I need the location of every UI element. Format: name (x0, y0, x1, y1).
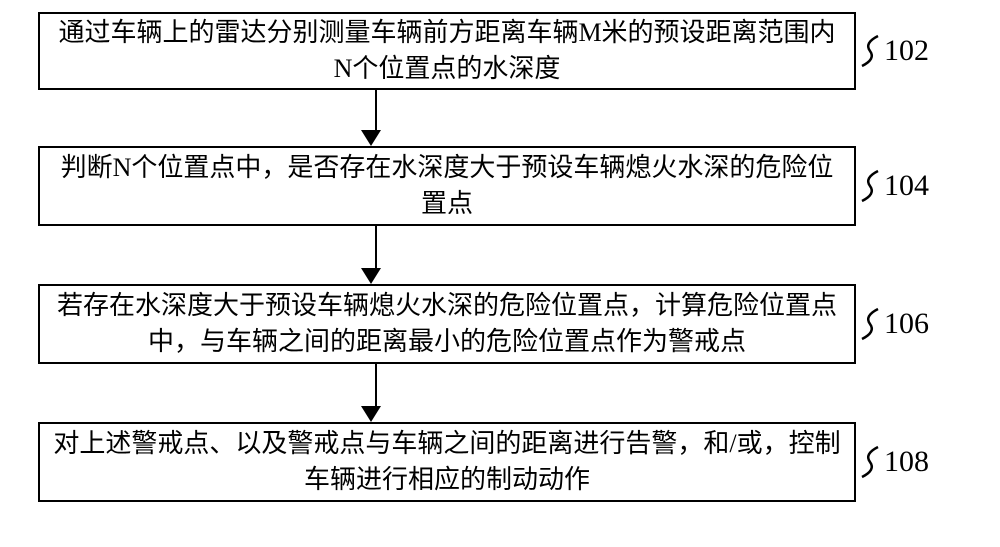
step-text-106: 若存在水深度大于预设车辆熄火水深的危险位置点，计算危险位置点中，与车辆之间的距离… (52, 288, 842, 361)
curve-mark-icon (860, 307, 880, 341)
arrow-head-icon (361, 406, 381, 422)
step-label-102: 102 (884, 34, 929, 68)
curve-mark-icon (860, 34, 880, 68)
curve-mark-icon (860, 169, 880, 203)
step-row-106: 若存在水深度大于预设车辆熄火水深的危险位置点，计算危险位置点中，与车辆之间的距离… (38, 284, 929, 364)
step-label-text-108: 108 (884, 445, 929, 478)
step-label-text-102: 102 (884, 34, 929, 67)
arrow-line (375, 90, 377, 130)
arrow-line (375, 364, 377, 406)
arrow-3 (370, 364, 381, 422)
step-box-108: 对上述警戒点、以及警戒点与车辆之间的距离进行告警，和/或，控制车辆进行相应的制动… (38, 422, 856, 502)
step-box-102: 通过车辆上的雷达分别测量车辆前方距离车辆M米的预设距离范围内N个位置点的水深度 (38, 12, 856, 90)
curve-mark-icon (860, 445, 880, 479)
arrow-1 (370, 90, 381, 146)
step-row-102: 通过车辆上的雷达分别测量车辆前方距离车辆M米的预设距离范围内N个位置点的水深度 … (38, 12, 929, 90)
arrow-2 (370, 226, 381, 284)
step-box-104: 判断N个位置点中，是否存在水深度大于预设车辆熄火水深的危险位置点 (38, 146, 856, 226)
arrow-line (375, 226, 377, 268)
flowchart-container: 通过车辆上的雷达分别测量车辆前方距离车辆M米的预设距离范围内N个位置点的水深度 … (0, 0, 1000, 547)
step-label-text-106: 106 (884, 307, 929, 340)
step-label-104: 104 (884, 169, 929, 203)
arrow-head-icon (361, 268, 381, 284)
step-text-102: 通过车辆上的雷达分别测量车辆前方距离车辆M米的预设距离范围内N个位置点的水深度 (52, 15, 842, 88)
step-label-106: 106 (884, 307, 929, 341)
step-row-108: 对上述警戒点、以及警戒点与车辆之间的距离进行告警，和/或，控制车辆进行相应的制动… (38, 422, 929, 502)
arrow-head-icon (361, 130, 381, 146)
step-label-text-104: 104 (884, 169, 929, 202)
step-text-108: 对上述警戒点、以及警戒点与车辆之间的距离进行告警，和/或，控制车辆进行相应的制动… (52, 426, 842, 499)
step-row-104: 判断N个位置点中，是否存在水深度大于预设车辆熄火水深的危险位置点 104 (38, 146, 929, 226)
step-box-106: 若存在水深度大于预设车辆熄火水深的危险位置点，计算危险位置点中，与车辆之间的距离… (38, 284, 856, 364)
step-text-104: 判断N个位置点中，是否存在水深度大于预设车辆熄火水深的危险位置点 (52, 150, 842, 223)
step-label-108: 108 (884, 445, 929, 479)
